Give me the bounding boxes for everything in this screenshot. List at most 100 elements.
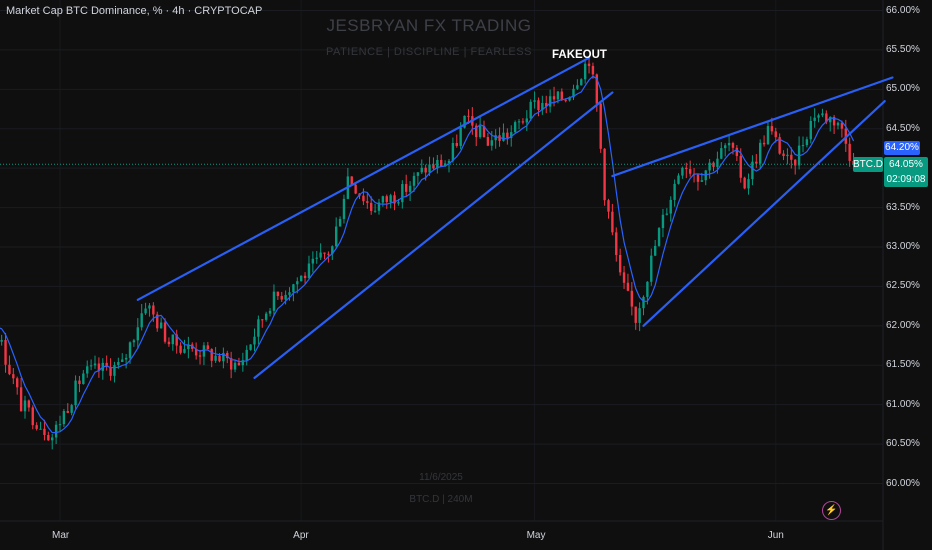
candle — [405, 174, 408, 197]
candle — [634, 306, 637, 330]
candle — [537, 97, 540, 117]
last-price-value: 64.05% — [889, 159, 923, 170]
candle — [455, 134, 458, 148]
candle — [261, 318, 264, 328]
candle — [829, 116, 832, 132]
candle — [774, 127, 777, 143]
candle — [420, 159, 423, 174]
candle — [778, 133, 781, 155]
candle — [140, 303, 143, 331]
countdown-timer: 02:09:08 — [886, 174, 926, 185]
candle — [253, 328, 256, 352]
candle — [790, 147, 793, 169]
candle — [642, 295, 645, 316]
candle — [97, 357, 101, 378]
candle — [731, 141, 735, 155]
candle — [685, 162, 688, 179]
candle — [257, 315, 260, 345]
trendline-channel-upper[interactable] — [136, 56, 591, 301]
lightning-bolt-icon[interactable]: ⚡ — [822, 501, 841, 520]
candle — [681, 166, 684, 179]
candle — [144, 302, 147, 316]
candle — [156, 311, 159, 332]
candle — [16, 376, 19, 395]
y-tick-label: 65.00% — [886, 83, 920, 95]
candle — [801, 136, 805, 153]
y-tick-label: 62.50% — [886, 280, 920, 292]
candle — [366, 193, 369, 209]
candle — [817, 113, 820, 123]
trendline-wedge-lower[interactable] — [642, 100, 886, 327]
candle — [548, 89, 552, 113]
candle — [809, 116, 812, 144]
candle — [249, 344, 252, 351]
candle — [331, 245, 334, 261]
candle — [241, 352, 245, 372]
candle — [541, 95, 544, 115]
candle — [136, 318, 139, 349]
trendlines[interactable] — [136, 56, 894, 379]
candle — [280, 291, 283, 302]
candle — [175, 329, 178, 354]
candle — [755, 154, 758, 168]
trendline-channel-lower[interactable] — [253, 91, 614, 379]
candle — [210, 348, 213, 368]
candle — [630, 282, 634, 316]
candle — [276, 291, 280, 300]
fakeout-annotation[interactable]: FAKEOUT — [552, 49, 607, 61]
chart-title[interactable]: Market Cap BTC Dominance, % · 4h · CRYPT… — [6, 5, 263, 17]
candle — [70, 403, 73, 416]
candle — [187, 336, 190, 359]
candle — [222, 347, 225, 369]
candle — [529, 99, 532, 121]
candle — [677, 173, 680, 185]
last-price-label: 64.05% 02:09:08 — [884, 157, 928, 187]
candle — [89, 359, 93, 371]
candle — [62, 408, 66, 428]
trendline-wedge-upper[interactable] — [611, 76, 894, 178]
candle — [27, 399, 31, 412]
candle — [78, 375, 81, 393]
candle — [8, 355, 11, 376]
candle — [723, 143, 727, 157]
candle — [583, 61, 587, 84]
candle — [576, 79, 579, 91]
candle — [440, 154, 443, 167]
candle — [109, 358, 112, 381]
candle — [47, 431, 50, 441]
candle — [661, 208, 665, 238]
candle — [19, 377, 23, 412]
y-tick-label: 65.50% — [886, 43, 920, 55]
y-tick-label: 66.00% — [886, 4, 920, 16]
candle — [412, 172, 416, 192]
candle — [513, 120, 517, 134]
candle — [622, 265, 626, 289]
candle — [611, 203, 614, 236]
candle — [342, 194, 346, 224]
candle — [264, 311, 268, 322]
candlestick-series — [0, 58, 855, 450]
candle — [506, 128, 509, 145]
candle — [572, 84, 575, 101]
candle — [206, 341, 210, 350]
candle — [840, 120, 844, 138]
candle — [0, 334, 3, 346]
candle — [82, 369, 85, 385]
candle — [167, 337, 171, 347]
candle — [105, 355, 108, 371]
candle — [393, 191, 396, 211]
candle — [432, 157, 435, 170]
candle — [74, 375, 77, 409]
candle — [603, 148, 606, 206]
candle — [607, 198, 610, 219]
candle — [848, 137, 851, 167]
candle — [194, 342, 198, 360]
candle — [447, 159, 451, 173]
candle — [708, 159, 711, 179]
candle — [86, 360, 89, 378]
candle — [486, 133, 490, 147]
candle — [268, 307, 272, 317]
candle — [665, 208, 669, 216]
candle — [712, 161, 715, 172]
